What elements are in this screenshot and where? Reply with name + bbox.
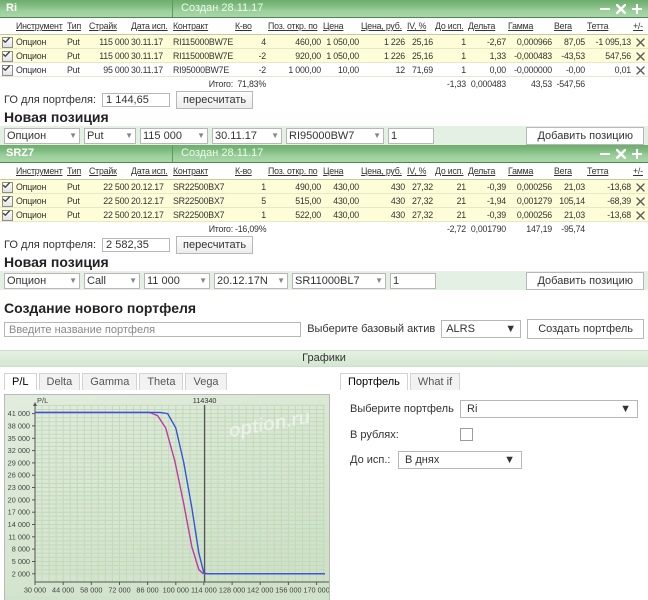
svg-text:128 000: 128 000: [219, 586, 245, 595]
svg-text:20 000: 20 000: [8, 495, 30, 504]
svg-text:17 000: 17 000: [8, 508, 30, 517]
svg-text:114340: 114340: [193, 396, 217, 405]
svg-text:30 000: 30 000: [24, 586, 46, 595]
svg-text:41 000: 41 000: [8, 409, 30, 418]
svg-text:38 000: 38 000: [8, 421, 30, 430]
svg-text:11 000: 11 000: [8, 532, 30, 541]
svg-text:5 000: 5 000: [12, 557, 30, 566]
svg-text:P/L: P/L: [37, 396, 48, 405]
svg-text:142 000: 142 000: [247, 586, 273, 595]
svg-text:23 000: 23 000: [8, 483, 30, 492]
svg-text:14 000: 14 000: [8, 520, 30, 529]
svg-text:44 000: 44 000: [52, 586, 74, 595]
svg-text:35 000: 35 000: [8, 434, 30, 443]
svg-text:100 000: 100 000: [163, 586, 189, 595]
svg-text:32 000: 32 000: [8, 446, 30, 455]
svg-text:156 000: 156 000: [275, 586, 301, 595]
svg-text:26 000: 26 000: [8, 471, 30, 480]
svg-text:170 000: 170 000: [303, 586, 329, 595]
svg-text:29 000: 29 000: [8, 458, 30, 467]
svg-text:86 000: 86 000: [136, 586, 158, 595]
svg-text:58 000: 58 000: [80, 586, 102, 595]
svg-text:8 000: 8 000: [12, 545, 30, 554]
svg-text:2 000: 2 000: [12, 569, 30, 578]
svg-text:72 000: 72 000: [108, 586, 130, 595]
svg-text:114 000: 114 000: [191, 586, 217, 595]
